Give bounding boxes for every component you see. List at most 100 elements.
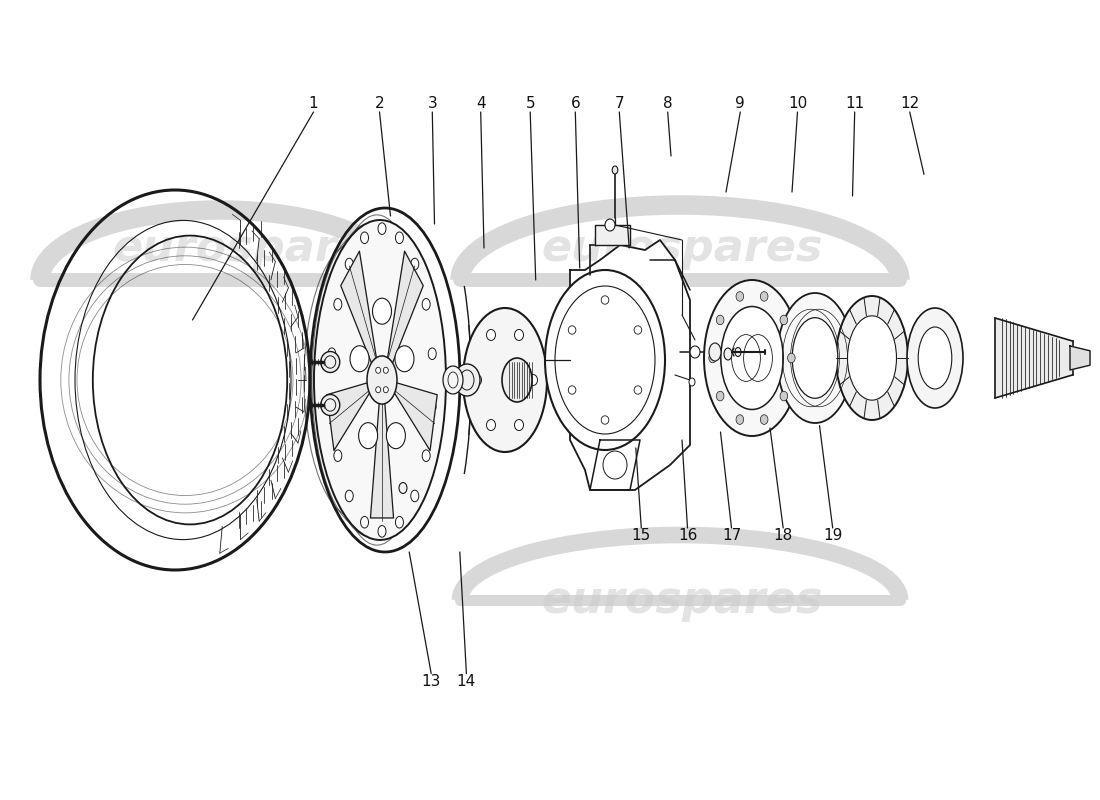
Ellipse shape (515, 330, 524, 341)
Ellipse shape (328, 401, 336, 412)
Polygon shape (595, 225, 630, 245)
Ellipse shape (359, 422, 377, 449)
Ellipse shape (708, 354, 716, 363)
Ellipse shape (528, 374, 538, 386)
Ellipse shape (454, 364, 480, 396)
Polygon shape (327, 382, 372, 450)
Ellipse shape (473, 374, 482, 386)
Ellipse shape (321, 351, 340, 373)
Text: 12: 12 (900, 97, 920, 111)
Ellipse shape (486, 330, 495, 341)
Text: eurospares: eurospares (112, 226, 394, 270)
Ellipse shape (321, 394, 340, 415)
Polygon shape (371, 397, 394, 518)
Ellipse shape (613, 166, 618, 174)
Text: 8: 8 (663, 97, 672, 111)
Ellipse shape (345, 258, 353, 270)
Text: 10: 10 (788, 97, 807, 111)
Ellipse shape (918, 327, 952, 389)
Text: 4: 4 (476, 97, 485, 111)
Ellipse shape (780, 391, 788, 401)
Text: 18: 18 (773, 529, 793, 543)
Text: 16: 16 (678, 529, 697, 543)
Polygon shape (996, 318, 1072, 398)
Polygon shape (570, 240, 690, 490)
Ellipse shape (602, 296, 608, 304)
Text: 7: 7 (615, 97, 624, 111)
Ellipse shape (395, 517, 404, 528)
Text: 17: 17 (722, 529, 741, 543)
Ellipse shape (544, 270, 666, 450)
Ellipse shape (428, 348, 437, 359)
Ellipse shape (395, 346, 414, 372)
Ellipse shape (333, 298, 342, 310)
Ellipse shape (716, 315, 724, 325)
Ellipse shape (689, 378, 695, 386)
Text: 19: 19 (823, 529, 843, 543)
Ellipse shape (345, 490, 353, 502)
Text: 6: 6 (571, 97, 580, 111)
Ellipse shape (333, 450, 342, 462)
Ellipse shape (361, 232, 368, 243)
Text: 9: 9 (736, 97, 745, 111)
Text: 14: 14 (456, 674, 476, 689)
Ellipse shape (792, 318, 838, 398)
Text: 2: 2 (375, 97, 384, 111)
Ellipse shape (486, 419, 495, 430)
Ellipse shape (735, 347, 741, 357)
Ellipse shape (350, 346, 368, 372)
Ellipse shape (502, 358, 532, 402)
Text: 1: 1 (309, 97, 318, 111)
Ellipse shape (443, 366, 463, 394)
Polygon shape (392, 382, 437, 450)
Ellipse shape (386, 422, 406, 449)
Ellipse shape (378, 526, 386, 537)
Ellipse shape (847, 316, 896, 400)
Ellipse shape (634, 326, 641, 334)
Ellipse shape (383, 367, 388, 374)
Ellipse shape (724, 348, 732, 360)
Ellipse shape (422, 450, 430, 462)
Ellipse shape (760, 414, 768, 424)
Polygon shape (1070, 346, 1090, 370)
Ellipse shape (422, 298, 430, 310)
Text: 13: 13 (421, 674, 441, 689)
Ellipse shape (605, 219, 615, 231)
Ellipse shape (736, 292, 744, 302)
Ellipse shape (328, 348, 336, 359)
Ellipse shape (395, 232, 404, 243)
Ellipse shape (720, 306, 783, 410)
Ellipse shape (704, 280, 800, 436)
Text: 5: 5 (526, 97, 535, 111)
Ellipse shape (376, 386, 381, 393)
Ellipse shape (760, 292, 768, 302)
Ellipse shape (410, 258, 419, 270)
Text: 15: 15 (631, 529, 651, 543)
Text: 3: 3 (428, 97, 437, 111)
Ellipse shape (602, 416, 608, 424)
Ellipse shape (788, 354, 795, 363)
Ellipse shape (463, 308, 547, 452)
Ellipse shape (361, 517, 368, 528)
Polygon shape (341, 251, 377, 369)
Ellipse shape (836, 296, 908, 420)
Ellipse shape (378, 223, 386, 234)
Ellipse shape (690, 346, 700, 358)
Ellipse shape (736, 414, 744, 424)
Ellipse shape (515, 419, 524, 430)
Ellipse shape (716, 391, 724, 401)
Ellipse shape (383, 386, 388, 393)
Ellipse shape (710, 343, 720, 361)
Polygon shape (386, 251, 424, 369)
Ellipse shape (367, 356, 397, 404)
Ellipse shape (376, 367, 381, 374)
Polygon shape (590, 440, 640, 490)
Ellipse shape (777, 293, 852, 423)
Ellipse shape (569, 386, 576, 394)
Ellipse shape (428, 401, 437, 412)
Ellipse shape (634, 386, 641, 394)
Text: eurospares: eurospares (541, 226, 823, 270)
Text: 11: 11 (845, 97, 865, 111)
Ellipse shape (569, 326, 576, 334)
Ellipse shape (410, 490, 419, 502)
